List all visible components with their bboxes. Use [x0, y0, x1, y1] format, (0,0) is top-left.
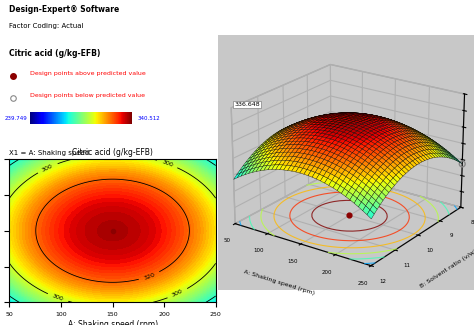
Text: Design points below predicted value: Design points below predicted value	[30, 93, 145, 97]
X-axis label: A: Shaking speed (rpm): A: Shaking speed (rpm)	[243, 269, 315, 296]
Text: Citric acid (g/kg-EFB): Citric acid (g/kg-EFB)	[9, 49, 100, 58]
Text: 300: 300	[171, 289, 184, 298]
Text: Design points above predicted value: Design points above predicted value	[30, 72, 146, 76]
Text: 239.749: 239.749	[5, 116, 27, 121]
Text: 300: 300	[161, 159, 173, 168]
Text: 300: 300	[41, 163, 54, 173]
X-axis label: A: Shaking speed (rpm): A: Shaking speed (rpm)	[67, 320, 158, 325]
Text: Factor Coding: Actual: Factor Coding: Actual	[9, 23, 83, 29]
Y-axis label: B: Solvent ratio (v/w): B: Solvent ratio (v/w)	[419, 249, 474, 289]
Text: 320: 320	[143, 272, 155, 280]
Text: 300: 300	[52, 293, 64, 302]
Text: X2 = B: Solvent ratio: X2 = B: Solvent ratio	[9, 169, 82, 175]
Title: Citric acid (g/kg-EFB): Citric acid (g/kg-EFB)	[72, 148, 153, 157]
Text: 340.512: 340.512	[137, 116, 160, 121]
Text: C: Shaking time = 60: C: Shaking time = 60	[9, 214, 84, 220]
Text: Design-Expert® Software: Design-Expert® Software	[9, 5, 119, 14]
Text: X1 = A: Shaking speed: X1 = A: Shaking speed	[9, 150, 89, 155]
Text: Actual Factor: Actual Factor	[9, 195, 62, 201]
